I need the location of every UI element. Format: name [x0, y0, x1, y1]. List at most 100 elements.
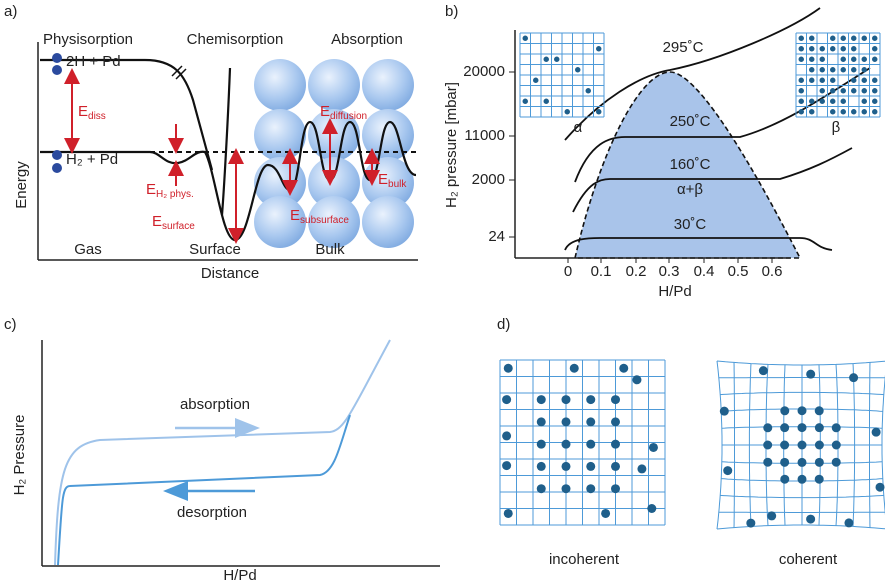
phase-label: β	[832, 119, 841, 136]
hydrogen-site	[830, 109, 836, 115]
hydrogen-site	[536, 461, 546, 471]
hydrogen-site	[561, 417, 571, 427]
hydrogen-atom	[52, 150, 62, 160]
atom	[308, 59, 360, 111]
y-tick-label: 2000	[472, 171, 505, 188]
isotherm-label: 30˚C	[674, 216, 707, 233]
phase-label: α+β	[677, 181, 703, 198]
hydrogen-site	[586, 484, 596, 494]
dissociation-curve	[40, 58, 214, 171]
hydrogen-site	[809, 109, 815, 115]
hydrogen-site	[564, 109, 570, 115]
atom	[254, 59, 306, 111]
hydrogen-site	[586, 461, 596, 471]
hydrogen-site	[814, 423, 824, 433]
atom	[362, 109, 414, 161]
hydrogen-site	[536, 417, 546, 427]
atom	[254, 196, 306, 248]
hydrogen-site	[533, 77, 539, 83]
hydrogen-site	[840, 109, 846, 115]
energy-label: Esurface	[152, 213, 195, 232]
hydrogen-site	[746, 518, 756, 528]
y-tick-label: 20000	[463, 63, 505, 80]
hydrogen-site	[797, 440, 807, 450]
hydrogen-site	[814, 406, 824, 416]
hydrogen-site	[780, 474, 790, 484]
hydrogen-site	[809, 98, 815, 104]
hydrogen-site	[831, 457, 841, 467]
hydrogen-site	[819, 46, 825, 52]
heading: Chemisorption	[187, 31, 284, 48]
region-label: Bulk	[315, 241, 345, 258]
hydrogen-site	[809, 56, 815, 62]
hydrogen-site	[637, 464, 647, 474]
break-mark	[175, 68, 187, 80]
miscibility-gap	[573, 71, 802, 259]
hydrogen-site	[849, 373, 859, 383]
hydrogen-site	[831, 440, 841, 450]
hydrogen-site	[536, 395, 546, 405]
hydrogen-site	[611, 461, 620, 471]
atom	[362, 59, 414, 111]
hydrogen-site	[543, 56, 549, 62]
x-tick-label: 0.2	[626, 263, 647, 280]
lattice-line	[720, 494, 884, 499]
energy-symbol: E	[378, 171, 388, 188]
hydrogen-site	[840, 56, 846, 62]
hydrogen-site	[819, 56, 825, 62]
hydrogen-site	[763, 423, 773, 433]
hydrogen-site	[814, 474, 824, 484]
hydrogen-site	[797, 406, 807, 416]
hydrogen-site	[830, 35, 836, 41]
hydrogen-site	[875, 482, 885, 492]
energy-label: Ediss	[78, 103, 106, 122]
energy-symbol: E	[290, 207, 300, 224]
hydrogen-site	[851, 35, 857, 41]
hydrogen-site	[758, 366, 768, 376]
isotherm-label: 250˚C	[670, 113, 711, 130]
hydrogen-site	[780, 406, 790, 416]
hydrogen-site	[840, 35, 846, 41]
x-tick-label: 0.6	[762, 263, 783, 280]
energy-subscript: subsurface	[300, 215, 349, 226]
hydrogen-site	[861, 88, 867, 94]
energy-subscript: diffusion	[330, 111, 367, 122]
lattice-line	[716, 360, 885, 366]
energy-subscript: diss	[88, 111, 106, 122]
energy-subscript: surface	[162, 221, 195, 232]
hydrogen-site	[861, 77, 867, 83]
hydrogen-site	[819, 77, 825, 83]
hydrogen-site	[798, 88, 804, 94]
hydrogen-site	[840, 88, 846, 94]
hydrogen-site	[586, 395, 596, 405]
hydrogen-site	[611, 439, 620, 449]
hydrogen-site	[586, 417, 596, 427]
x-tick-label: 0.4	[694, 263, 715, 280]
hydrogen-site	[543, 98, 549, 104]
hydrogen-site	[872, 88, 878, 94]
energy-label: EH₂ phys.	[146, 181, 194, 200]
hydrogen-site	[861, 56, 867, 62]
atom	[362, 196, 414, 248]
axis-title: H/Pd	[223, 567, 256, 584]
energy-label: Ediffusion	[320, 103, 367, 122]
hydrogen-site	[585, 88, 591, 94]
desorption-branch	[57, 414, 351, 566]
hydrogen-site	[596, 46, 602, 52]
energy-symbol: E	[152, 213, 162, 230]
x-tick-label: 0	[564, 263, 572, 280]
hydrogen-site	[861, 35, 867, 41]
isotherm	[564, 237, 833, 251]
hydrogen-site	[561, 484, 571, 494]
hydrogen-site	[851, 46, 857, 52]
hydrogen-site	[809, 67, 815, 73]
drawing: a) Physisorption Chemisorption Absorption 2H…	[4, 3, 885, 584]
hydrogen-site	[809, 35, 815, 41]
x-tick-label: 0.3	[659, 263, 680, 280]
energy-subscript: H₂ phys.	[156, 189, 194, 200]
hydrogen-site	[872, 35, 878, 41]
panel-label: a)	[4, 3, 17, 20]
region-label: Gas	[74, 241, 102, 258]
hydrogen-site	[554, 56, 560, 62]
